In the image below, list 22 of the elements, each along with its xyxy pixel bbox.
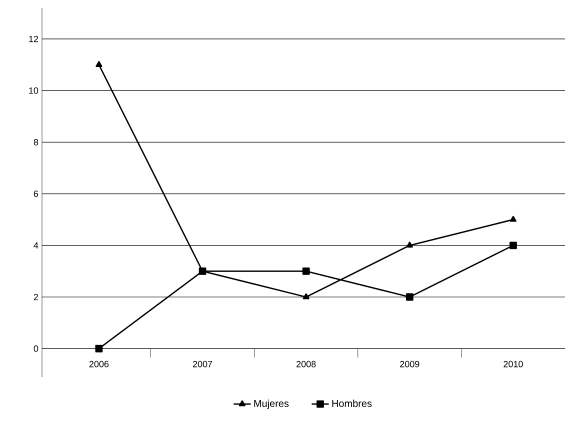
y-tick-label: 0 [34, 345, 38, 352]
y-tick-label: 6 [34, 190, 38, 197]
point [95, 344, 103, 352]
x-tick-label: 2008 [296, 360, 316, 368]
legend-label: Mujeres [254, 400, 289, 409]
x-tick-label: 2009 [400, 360, 420, 368]
point [510, 216, 517, 222]
point [406, 293, 414, 301]
point [96, 61, 102, 67]
x-tick-label: 2010 [504, 360, 523, 368]
x-tick-label: 2006 [89, 360, 109, 368]
point [302, 268, 310, 275]
y-tick-label: 10 [29, 87, 38, 94]
y-tick-label: 12 [29, 36, 38, 42]
point [406, 242, 413, 248]
point [302, 293, 310, 300]
legend-label: Hombres [332, 400, 372, 407]
point [510, 242, 517, 250]
y-tick-label: 2 [34, 294, 38, 300]
y-tick-label: 4 [34, 242, 38, 248]
x-tick-label: 2007 [192, 360, 212, 368]
y-tick-label: 8 [34, 138, 38, 146]
